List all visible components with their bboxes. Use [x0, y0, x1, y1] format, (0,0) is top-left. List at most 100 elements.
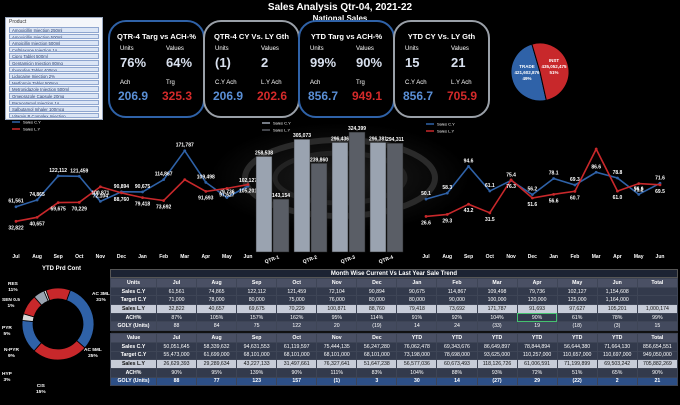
table-cell: 157 — [276, 376, 318, 387]
table-cell: 122,112 — [236, 286, 278, 297]
qtr-bar-legend-label: Sales C.Y — [273, 121, 291, 126]
qtr-bar-label: 294,311 — [386, 137, 404, 143]
row-label: Sales L.Y — [110, 304, 157, 314]
table-cell: 97,627 — [556, 304, 598, 314]
slicer-item[interactable]: Salbutamol Inhaler 100mcg — [9, 106, 99, 112]
table-cell: 56,577,036 — [396, 359, 438, 369]
right-line-point — [658, 183, 662, 187]
table-cell: 58,339,632 — [196, 341, 238, 352]
qtr-bar — [331, 142, 349, 253]
donut-title: YTD Prd Cont — [42, 266, 81, 272]
right-line-data-label: 56.6 — [634, 186, 644, 192]
table-row: GOLY (Units) 88 77 123 157 (1) 3 30 14 (27) 29 (22)… — [110, 376, 679, 387]
right-line-point — [552, 192, 556, 196]
table-cell: (18) — [556, 321, 598, 332]
kpi-right-sub: L.Y Ach — [451, 80, 472, 86]
slicer-item[interactable]: Lidocaine Injection 2% — [9, 73, 99, 79]
right-line-data-label: 69.5 — [655, 189, 665, 195]
table-cell: (19) — [356, 321, 398, 332]
left-line-data-label: 73,692 — [156, 205, 172, 211]
table-header-row: Value Jul Aug Sep Oct Nov Dec YTD YTD YTD YTD YTD YT… — [110, 333, 679, 343]
kpi-left-big: 76% — [120, 55, 147, 70]
table-cell: 68,101,000 — [236, 350, 278, 361]
table-cell: 75,444,135 — [316, 341, 358, 352]
table-cell: 70,229 — [276, 304, 318, 314]
left-line-x-tick: Sep — [54, 254, 63, 260]
right-line-data-label: 56.6 — [549, 198, 559, 204]
left-line-x-tick: Jan — [138, 254, 147, 260]
right-line-x-tick: Nov — [506, 254, 516, 260]
left-line-point — [35, 215, 39, 219]
qtr-bar-label: 296,381 — [369, 136, 387, 142]
table-cell — [636, 295, 679, 306]
slicer-item[interactable]: Cipro Tablet 500ml — [9, 53, 99, 59]
table-cell: 21 — [636, 376, 679, 387]
table-cell: 88 — [155, 376, 198, 387]
right-line-point — [445, 213, 449, 216]
table-header-cell: Nov — [316, 278, 358, 288]
right-line-data-label: 29.3 — [442, 218, 452, 224]
kpi-left-label: Units — [215, 46, 229, 52]
pie-chart — [510, 42, 570, 102]
table-cell: 100,000 — [476, 295, 518, 306]
left-line-point — [141, 190, 144, 194]
table-cell: 120,000 — [516, 295, 558, 306]
slicer-item[interactable]: Paracetamol Injection 1g — [9, 99, 99, 106]
slicer-item[interactable]: Omeprazole Capsule 20mg — [9, 92, 99, 99]
left-line-series-line — [15, 149, 249, 208]
table-cell: 90% — [276, 367, 318, 378]
table-cell: 76,327,641 — [316, 359, 358, 369]
slicer-item[interactable]: Ceftriaxone Injection 1g — [9, 46, 99, 53]
table-cell: (22) — [556, 376, 598, 387]
table-header-cell: Jun — [596, 278, 638, 288]
pie-label-trade: TRADE 421,602,876 49% — [514, 64, 540, 81]
slicer-item[interactable]: Metformin Tablet 500mg — [9, 79, 99, 86]
slicer-item[interactable]: Metronidazole Injection 500ml — [9, 86, 99, 92]
kpi-right-value: 705.9 — [447, 89, 478, 103]
right-line-point — [530, 196, 534, 200]
table-cell: 110,657,000 — [556, 350, 598, 361]
row-label: ACH% — [110, 367, 157, 378]
donut-segment — [66, 289, 95, 349]
slicer-item[interactable]: Amoxicillin Injection 500ml — [9, 33, 99, 40]
page-title: Sales Analysis Qtr-04, 2021-22 — [267, 2, 413, 13]
table-cell: 84 — [196, 321, 238, 332]
left-line-point — [183, 149, 187, 153]
kpi-right-value: 325.3 — [162, 89, 193, 103]
left-line-x-tick: Mar — [180, 254, 189, 260]
table-cell: 111% — [316, 367, 358, 378]
table-cell: 74,865 — [196, 286, 238, 297]
table-gap-cell — [110, 330, 678, 334]
right-line-point — [488, 211, 492, 215]
product-slicer: Product Amoxicillin Injection 250ml Amoxi… — [5, 17, 103, 120]
left-line-data-label: 114,867 — [155, 172, 173, 178]
kpi-title: QTR-4 CY Vs. LY Gth — [214, 32, 289, 41]
page-subtitle: National Sales — [312, 14, 368, 23]
table-header-cell: Mar — [476, 278, 518, 288]
table-cell: 110,697,000 — [596, 350, 638, 361]
table-row: Target C.Y 71,000 78,000 80,000 75,000 76,000… — [110, 295, 679, 306]
left-line-point — [204, 180, 208, 184]
table-cell: 71,664,130 — [596, 341, 638, 352]
right-line-point — [573, 183, 577, 187]
left-line-point — [162, 178, 166, 182]
table-cell: 86,649,897 — [476, 341, 518, 352]
row-label: GOLY (Units) — [110, 321, 157, 332]
table-cell: 1,164,000 — [596, 295, 638, 306]
table-cell: 122 — [276, 321, 318, 332]
slicer-item[interactable]: Ampicillin Injection 500ml — [9, 40, 99, 46]
donut-label-pct: 15% — [36, 390, 46, 395]
table-header-cell: Jul — [155, 333, 198, 343]
table-cell: 90,894 — [356, 286, 398, 297]
kpi-right-label: Values — [261, 46, 279, 52]
table-cell: 90% — [636, 367, 679, 378]
slicer-item[interactable]: Amoxicillin Injection 250ml — [9, 27, 99, 33]
left-line-data-label: 102,127 — [239, 178, 257, 184]
table-cell: 87% — [155, 312, 198, 323]
slicer-item[interactable]: Gentamicin Injection 80mg — [9, 59, 99, 66]
slicer-item[interactable]: Ibuprofen Tablet 400mg — [9, 66, 99, 73]
left-line-x-tick: Dec — [117, 254, 126, 260]
left-line-data-label: 109,498 — [197, 174, 215, 180]
table-cell: 69,343,676 — [436, 341, 478, 352]
slicer-item[interactable]: Vitamin B Complex Injection — [9, 112, 99, 119]
